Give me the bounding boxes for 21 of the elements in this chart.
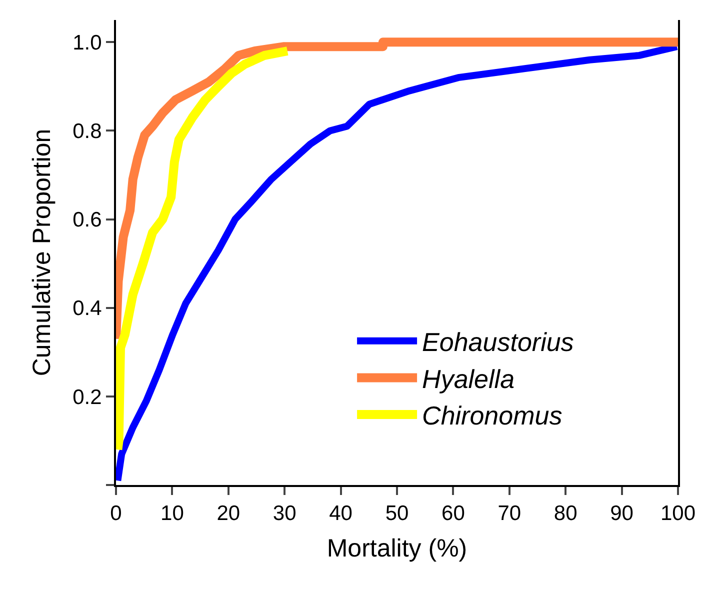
x-tick-label: 100: [660, 502, 696, 526]
x-tick-label: 20: [216, 502, 240, 526]
legend-label: Eohaustorius: [422, 327, 574, 358]
y-tick-label: 1.0: [72, 31, 102, 54]
y-tick-label: 0.8: [72, 120, 102, 144]
x-tick-label: 70: [498, 502, 522, 526]
legend-label: Hyalella: [422, 364, 515, 394]
x-tick-label: 0: [110, 502, 122, 526]
x-tick-label: 50: [385, 502, 409, 526]
x-tick-label: 60: [442, 502, 465, 526]
x-tick-label: 90: [610, 502, 634, 526]
y-tick-label: 0.4: [72, 297, 102, 320]
x-axis-title: Mortality (%): [326, 534, 468, 563]
y-tick-label: 0.6: [72, 208, 102, 232]
y-tick-label: 0.2: [72, 386, 102, 409]
x-tick-label: 10: [160, 502, 184, 526]
y-axis-title: Cumulative Proportion: [28, 128, 56, 376]
x-tick-label: 40: [329, 502, 352, 526]
legend-label: Chironomus: [422, 400, 562, 431]
x-tick-label: 80: [554, 502, 578, 526]
x-tick-label: 30: [272, 502, 296, 526]
